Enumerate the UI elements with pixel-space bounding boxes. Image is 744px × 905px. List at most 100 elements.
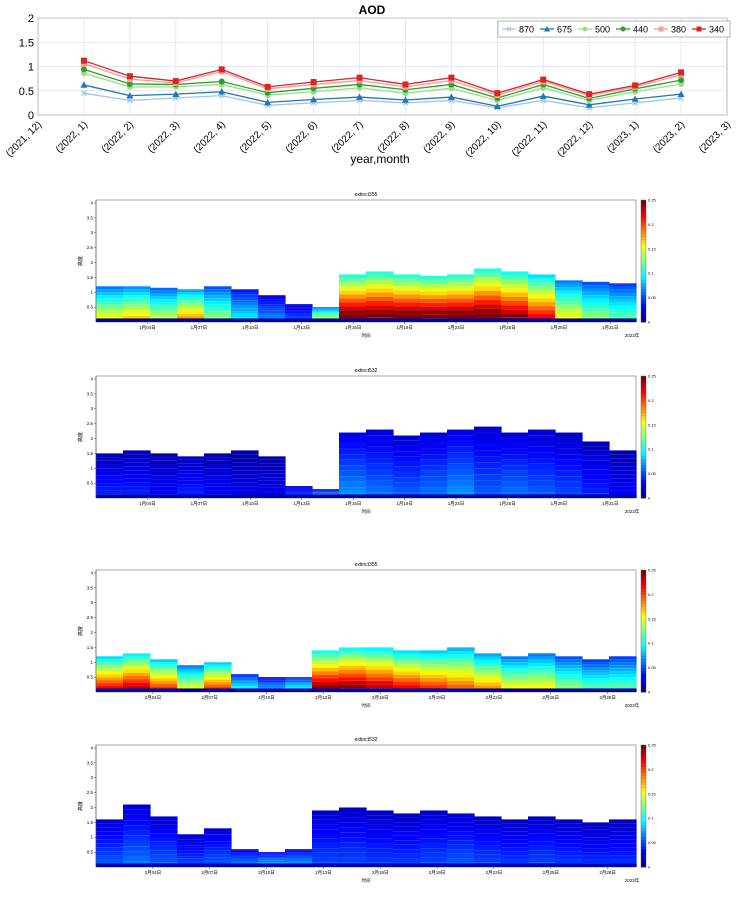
colorbar-step	[641, 851, 646, 856]
surface-layer	[177, 494, 205, 498]
colorbar-step	[641, 763, 646, 767]
extinction-cell	[339, 827, 367, 833]
extinction-cell	[204, 672, 232, 675]
extinction-cell	[393, 435, 421, 441]
extinction-cell	[447, 673, 475, 678]
extinction-cell	[582, 474, 610, 480]
extinction-cell	[96, 674, 124, 678]
extinction-cell	[96, 819, 124, 824]
x-tick-label: 2月25日	[542, 870, 559, 876]
surface-layer	[393, 318, 421, 322]
extinction-cell	[150, 833, 178, 838]
colorbar-step	[641, 570, 646, 574]
extinction-cell	[555, 481, 583, 488]
extinction-cell	[177, 313, 205, 317]
x-tick-label: 2月16日	[372, 695, 389, 701]
colorbar-tick-label: 0.25	[648, 198, 657, 203]
surface-layer	[528, 318, 556, 322]
extinction-cell	[501, 459, 529, 466]
extinction-cell	[447, 831, 475, 836]
data-point	[80, 81, 88, 88]
extinction-cell	[447, 677, 475, 681]
extinction-cell	[150, 313, 178, 317]
colorbar-step	[641, 754, 646, 758]
y-tick-label: 1	[90, 290, 93, 295]
extinction-cell	[285, 486, 313, 488]
extinction-cell	[96, 457, 124, 461]
y-tick-label: 0.5	[87, 481, 94, 486]
data-point	[126, 80, 133, 87]
y-axis-label: 高度	[77, 626, 84, 636]
extinction-cell	[420, 291, 448, 296]
extinction-cell	[285, 855, 313, 857]
extinction-cell	[339, 476, 367, 482]
extinction-cell	[582, 681, 610, 684]
colorbar-step	[641, 646, 646, 650]
extinction-cell	[258, 477, 286, 481]
extinction-cell	[528, 659, 556, 663]
extinction-cell	[231, 862, 259, 865]
data-point	[356, 93, 364, 100]
extinction-cell	[501, 300, 529, 306]
colorbar-step	[641, 640, 646, 644]
extinction-cell	[474, 438, 502, 445]
extinction-cell	[285, 307, 313, 309]
colorbar: 0 0.05 0.1 0.15 0.2 0.25	[640, 568, 657, 695]
extinction-cell	[528, 653, 556, 657]
extinction-cell	[96, 680, 124, 684]
colorbar-step	[641, 790, 646, 795]
extinction-cell	[96, 286, 124, 290]
x-tick-label: 2月04日	[145, 695, 162, 701]
extinction-cell	[474, 277, 502, 282]
colorbar-step	[641, 446, 646, 450]
extinction-cell	[150, 824, 178, 830]
extinction-cell	[582, 450, 610, 456]
extinction-cell	[582, 483, 610, 489]
extinction-cell	[339, 470, 367, 477]
colorbar-step	[641, 236, 646, 241]
y-tick-label: 3.5	[87, 391, 94, 396]
extinction-cell	[177, 674, 205, 677]
extinction-cell	[177, 305, 205, 309]
extinction-cell	[474, 313, 502, 318]
x-tick-label: 2月19日	[429, 695, 446, 701]
extinction-cell	[177, 477, 205, 481]
extinction-cell	[447, 302, 475, 307]
x-tick-label: 2月16日	[372, 870, 389, 876]
extinction-cell	[393, 660, 421, 665]
extinction-cell	[582, 840, 610, 845]
colorbar-step	[641, 676, 646, 681]
extinction-cell	[528, 816, 556, 821]
extinction-cell	[474, 666, 502, 670]
extinction-cell	[339, 647, 367, 652]
extinction-cell	[555, 843, 583, 848]
colorbar-step	[641, 597, 646, 601]
extinction-cell	[609, 302, 637, 306]
extinction-cell	[312, 490, 340, 492]
extinction-cell	[474, 432, 502, 439]
extinction-cell	[312, 843, 340, 849]
x-tick-label: (2022, 6)	[284, 119, 320, 155]
x-end-label: 2023年	[625, 332, 640, 339]
colorbar-step	[641, 670, 646, 675]
extinction-cell	[474, 474, 502, 481]
extinction-cell	[501, 855, 529, 860]
surface-layer	[528, 688, 556, 692]
legend-item: 675	[540, 25, 572, 35]
extinction-cell	[177, 316, 205, 320]
x-tick-label: 1月16日	[345, 325, 362, 331]
extinction-cell	[555, 290, 583, 295]
colorbar-step	[641, 418, 646, 423]
extinction-cell	[366, 673, 394, 678]
extinction-cell	[582, 683, 610, 687]
extinction-cell	[501, 454, 529, 460]
colorbar-step	[641, 303, 646, 308]
extinction-cell	[447, 480, 475, 487]
extinction-cell	[150, 471, 178, 476]
colorbar-tick-label: 0.1	[648, 271, 654, 276]
extinction-cell	[285, 491, 313, 493]
extinction-cell	[555, 839, 583, 844]
colorbar-tick-label: 0.05	[648, 471, 657, 476]
extinction-cell	[285, 678, 313, 680]
extinction-cell	[501, 275, 529, 280]
